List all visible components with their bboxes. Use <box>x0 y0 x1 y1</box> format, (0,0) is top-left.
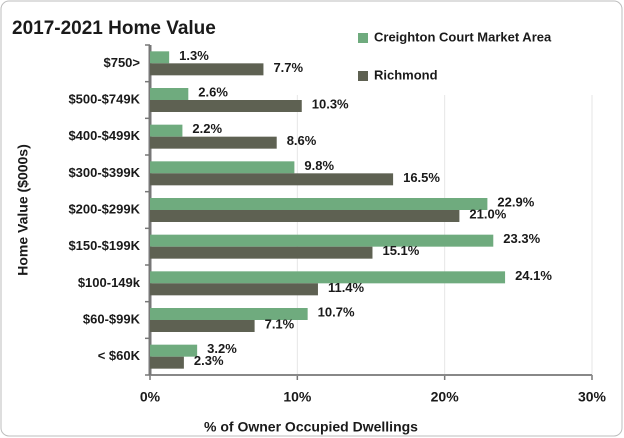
value-label: 10.7% <box>318 304 355 319</box>
value-label: 2.3% <box>194 353 224 368</box>
bar <box>150 344 198 357</box>
bar <box>150 283 318 296</box>
y-tick-label: $750> <box>103 55 140 70</box>
value-label: 3.2% <box>207 341 237 356</box>
value-label: 11.4% <box>328 280 365 295</box>
legend-label: Creighton Court Market Area <box>374 29 552 44</box>
value-label: 2.6% <box>198 84 228 99</box>
value-label: 24.1% <box>515 268 552 283</box>
x-tick-label: 20% <box>431 389 460 405</box>
x-tick-label: 0% <box>140 389 161 405</box>
x-tick-label: 10% <box>283 389 312 405</box>
value-label: 9.8% <box>304 158 334 173</box>
value-label: 23.3% <box>503 231 540 246</box>
value-label: 22.9% <box>497 194 534 209</box>
y-tick-label: $60-$99K <box>83 311 141 326</box>
bar <box>150 100 302 112</box>
bar <box>150 271 506 284</box>
y-tick-label: $400-$499K <box>68 128 140 143</box>
legend-swatch <box>358 71 368 81</box>
bar <box>150 198 488 210</box>
y-tick-label: $500-$749K <box>68 91 140 106</box>
y-tick-label: $200-$299K <box>68 201 140 216</box>
value-label: 16.5% <box>403 170 440 185</box>
bar <box>150 88 189 100</box>
bar <box>150 63 264 76</box>
value-label: 15.1% <box>382 243 419 258</box>
bar <box>150 51 170 64</box>
value-label: 21.0% <box>469 206 506 221</box>
value-label: 8.6% <box>287 133 317 148</box>
x-tick-label: 30% <box>578 389 607 405</box>
bar <box>150 124 183 137</box>
bar <box>150 234 494 247</box>
value-label: 1.3% <box>179 48 209 63</box>
y-tick-label: < $60K <box>98 348 141 363</box>
bar <box>150 308 308 320</box>
value-label: 2.2% <box>192 121 222 136</box>
bar <box>150 210 460 222</box>
y-tick-label: $150-$199K <box>68 238 140 253</box>
value-label: 7.1% <box>265 316 295 331</box>
value-label: 10.3% <box>312 96 349 111</box>
legend-label: Richmond <box>374 67 438 82</box>
bar <box>150 173 394 186</box>
chart-title: 2017-2021 Home Value <box>12 18 216 39</box>
x-axis-label: % of Owner Occupied Dwellings <box>204 419 418 435</box>
bar <box>150 161 295 174</box>
y-tick-label: $300-$399K <box>68 165 140 180</box>
bar <box>150 320 255 332</box>
bar <box>150 246 373 259</box>
bar <box>150 356 184 369</box>
legend-swatch <box>358 33 368 43</box>
value-label: 7.7% <box>273 60 303 75</box>
y-tick-label: $100-149k <box>78 275 141 290</box>
bar <box>150 136 277 149</box>
y-axis-label: Home Value ($000s) <box>15 144 31 276</box>
